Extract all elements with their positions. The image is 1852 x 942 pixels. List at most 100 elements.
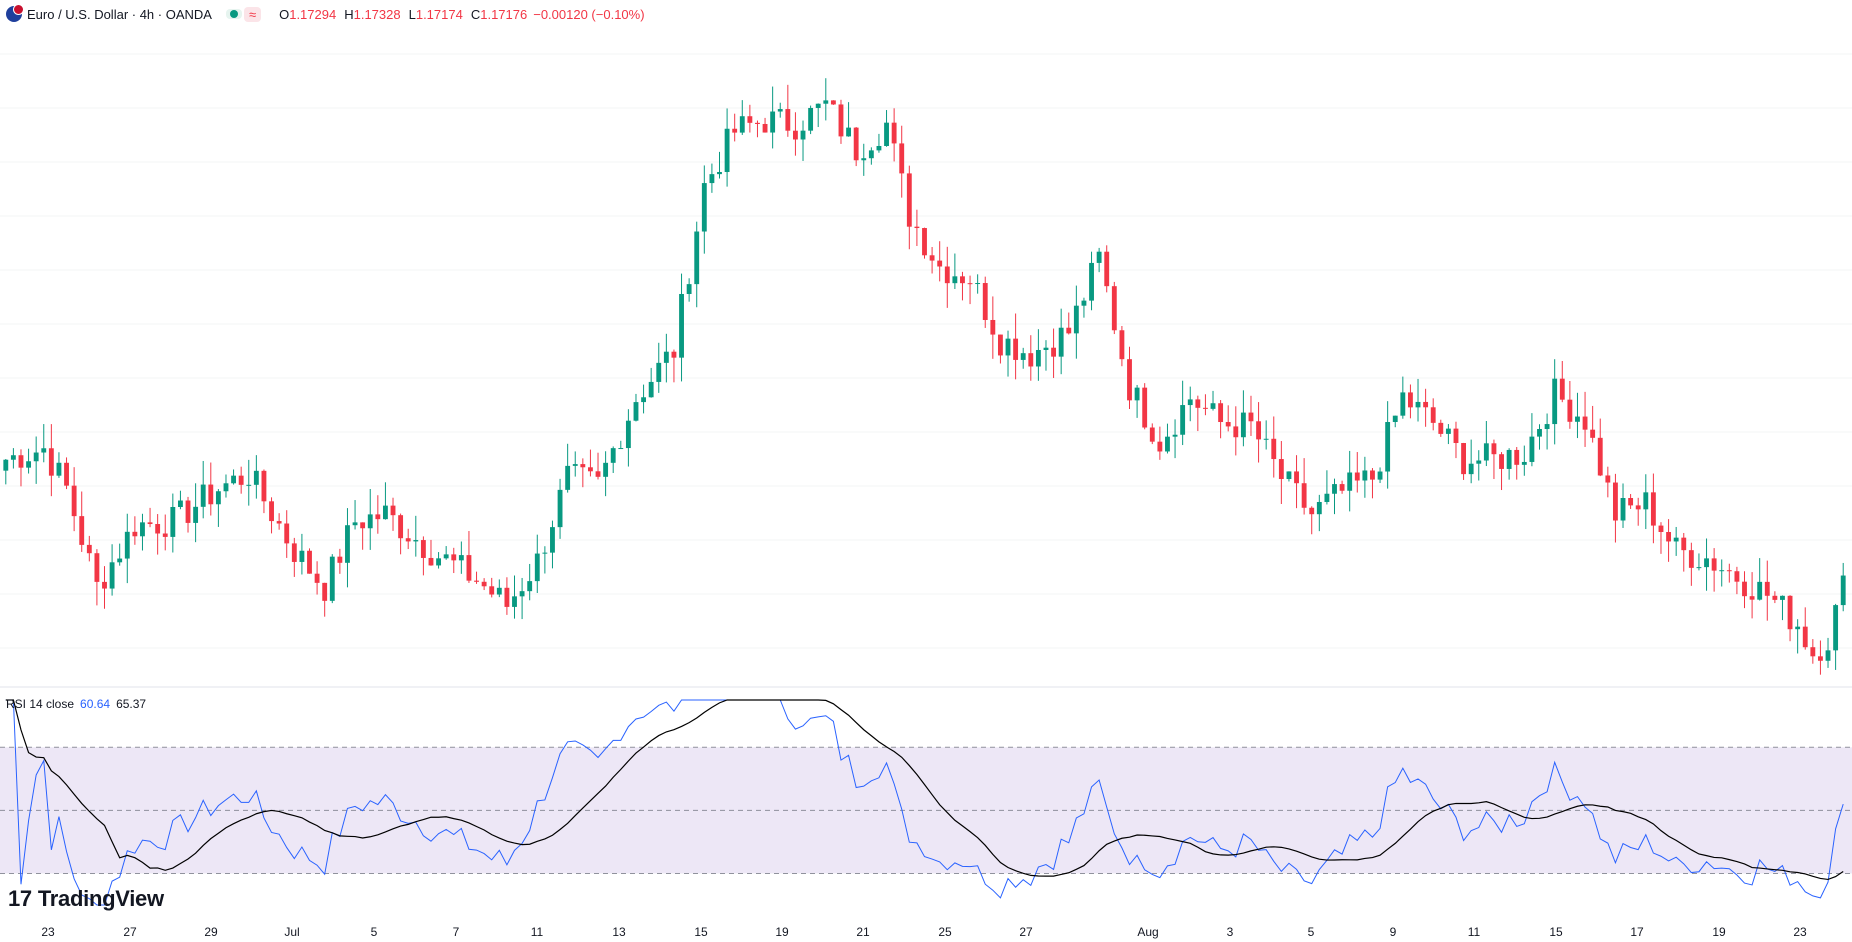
- candle-body: [800, 130, 806, 140]
- candle: [557, 478, 563, 539]
- candle-body: [253, 470, 259, 485]
- candle: [261, 469, 267, 514]
- candle-body: [132, 531, 138, 537]
- candle-body: [1833, 605, 1839, 651]
- candle: [770, 86, 776, 149]
- candle: [922, 227, 927, 259]
- candle: [1780, 595, 1785, 621]
- candle-body: [1772, 595, 1778, 600]
- candle-body: [1635, 505, 1641, 510]
- candle-body: [565, 465, 571, 490]
- candle: [853, 127, 859, 167]
- candle: [1567, 380, 1573, 429]
- candle: [1127, 346, 1132, 410]
- candle: [1165, 423, 1170, 454]
- symbol-title[interactable]: Euro / U.S. Dollar · 4h · OANDA: [27, 6, 212, 22]
- candle: [595, 452, 601, 480]
- candle-body: [299, 550, 305, 562]
- candle-body: [1612, 482, 1618, 521]
- candle-body: [1195, 399, 1201, 408]
- candle: [1423, 388, 1429, 427]
- candle: [458, 541, 464, 574]
- time-axis-label: 13: [612, 925, 626, 939]
- tradingview-wordmark: TradingView: [37, 886, 164, 911]
- candle: [94, 549, 100, 606]
- candle: [1347, 450, 1353, 512]
- candle-body: [147, 522, 153, 525]
- candle-body: [656, 362, 662, 382]
- candle: [1081, 297, 1087, 318]
- candle-body: [1787, 595, 1793, 630]
- candle-body: [838, 104, 844, 137]
- candle: [709, 163, 715, 193]
- candle-body: [1347, 472, 1353, 491]
- candle: [1119, 325, 1125, 367]
- rsi-layer: [0, 699, 1852, 906]
- candle: [162, 514, 168, 551]
- candle-body: [1119, 330, 1125, 360]
- candle-body: [1719, 570, 1725, 572]
- candle-body: [1529, 436, 1535, 462]
- candle-body: [86, 544, 92, 554]
- candle: [1635, 497, 1641, 526]
- candle-body: [1825, 650, 1831, 661]
- data-status-pill[interactable]: ≈: [243, 6, 262, 22]
- candle-body: [1385, 422, 1391, 472]
- candle: [86, 535, 92, 562]
- candle-body: [603, 462, 609, 477]
- candle: [1339, 480, 1345, 494]
- candle-body: [1240, 412, 1246, 438]
- candle-body: [1407, 392, 1413, 408]
- candle: [405, 528, 411, 550]
- candle-body: [1165, 436, 1170, 452]
- candle-body: [1643, 492, 1649, 510]
- candle: [1415, 378, 1421, 422]
- candle: [124, 513, 130, 584]
- candle-body: [1780, 595, 1785, 600]
- candle: [284, 510, 290, 558]
- close-label: C: [470, 6, 481, 22]
- time-axis-label: 19: [775, 925, 789, 939]
- time-axis-label: 11: [1468, 925, 1481, 939]
- candle-body: [1597, 437, 1603, 476]
- candles-layer: [3, 78, 1846, 675]
- candle-body: [1582, 416, 1588, 430]
- candle: [906, 165, 912, 250]
- candle-body: [671, 351, 677, 358]
- time-axis-label: 27: [123, 925, 137, 939]
- candle: [1066, 312, 1072, 335]
- candle-body: [261, 470, 267, 502]
- candle-body: [876, 145, 882, 151]
- candle-body: [443, 554, 449, 559]
- candle-body: [481, 581, 487, 587]
- candle: [1795, 619, 1801, 654]
- candle: [1392, 415, 1398, 428]
- candle-body: [170, 506, 176, 537]
- tradingview-logo[interactable]: 17 TradingView: [8, 886, 164, 912]
- candle-body: [762, 123, 768, 133]
- candle: [762, 117, 768, 133]
- candle-body: [269, 501, 274, 522]
- candle-body: [868, 150, 874, 159]
- candle: [1605, 466, 1611, 498]
- low-value: 1.17174: [415, 6, 463, 22]
- candle: [1096, 247, 1102, 273]
- candle: [1354, 452, 1360, 493]
- candle-body: [64, 462, 69, 486]
- candle: [663, 333, 669, 383]
- candle-body: [458, 555, 464, 561]
- candle-body: [808, 107, 814, 131]
- candle: [1506, 448, 1512, 480]
- candle: [390, 497, 396, 531]
- candle: [1278, 441, 1284, 505]
- candle: [937, 241, 943, 282]
- candle-body: [1506, 449, 1512, 469]
- candle: [1149, 423, 1155, 445]
- candle-body: [1415, 401, 1421, 408]
- candle: [1514, 447, 1520, 480]
- candle-body: [345, 525, 350, 563]
- market-status-pill[interactable]: [225, 9, 242, 19]
- rsi-legend[interactable]: RSI 14 close 60.64 65.37: [6, 697, 146, 711]
- time-axis: 23 27 29 Jul 5 7 11 13 15 19 21 25 27 Aug 3 5 9 11 15 17 19 2…: [41, 925, 1807, 939]
